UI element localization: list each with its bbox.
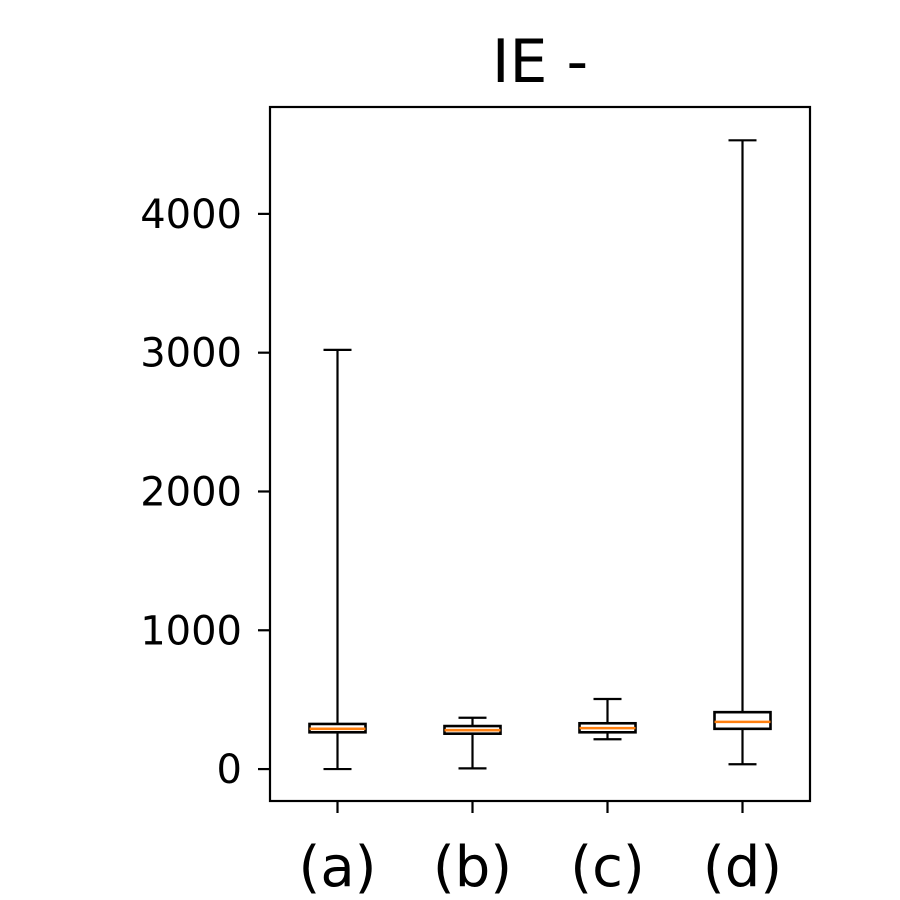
x-axis: (a) (b) (c) (d)	[298, 801, 782, 900]
box	[713, 710, 772, 731]
y-axis: 0 1000 2000 3000 4000	[140, 192, 270, 793]
plot-frame	[268, 105, 812, 803]
y-tick-label: 0	[217, 747, 242, 793]
x-tick-label: (c)	[570, 835, 644, 900]
y-tick-label: 2000	[140, 469, 242, 515]
y-tick-label: 1000	[140, 608, 242, 654]
x-tick-label: (d)	[703, 835, 782, 900]
y-tick-label: 4000	[140, 192, 242, 238]
box-plots	[308, 139, 772, 771]
x-tick-label: (a)	[298, 835, 376, 900]
y-tick-label: 3000	[140, 331, 242, 377]
chart-title: IE -	[492, 27, 588, 97]
x-tick-label: (b)	[433, 835, 512, 900]
